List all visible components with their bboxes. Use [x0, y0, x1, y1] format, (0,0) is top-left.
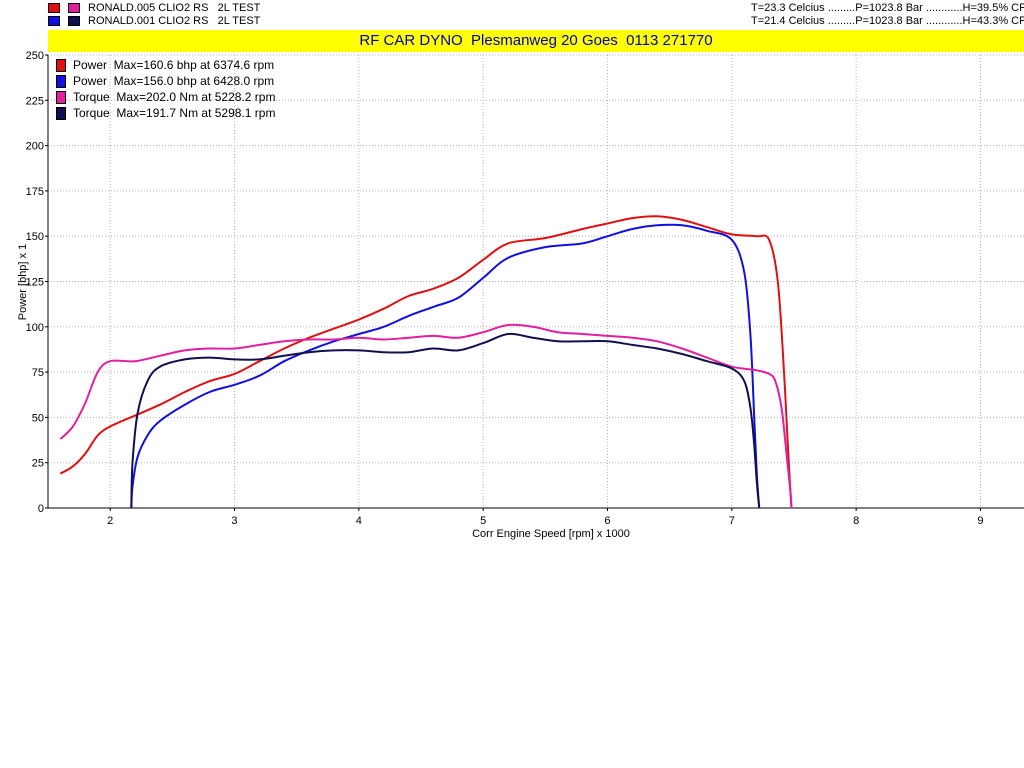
legend-swatch — [56, 75, 66, 88]
power-line-run-1 — [59, 215, 793, 509]
chart-title: RF CAR DYNO Plesmanweg 20 Goes 0113 2717… — [48, 30, 1024, 52]
legend-swatch — [56, 107, 66, 120]
x-tick-label: 4 — [356, 515, 362, 527]
y-tick-label: 250 — [26, 50, 44, 62]
y-tick-label: 175 — [26, 186, 44, 198]
x-tick-label: 2 — [107, 515, 113, 527]
y-tick-label: 75 — [32, 367, 44, 379]
power-line-run-2 — [130, 223, 761, 509]
run-row-2: RONALD.001 CLIO2 RS 2L TEST T=21.4 Celci… — [0, 14, 1024, 28]
run-1-conditions: T=23.3 Celcius .........P=1023.8 Bar ...… — [751, 2, 1024, 14]
y-tick-label: 100 — [26, 322, 44, 334]
run-row-1: RONALD.005 CLIO2 RS 2L TEST T=23.3 Celci… — [0, 1, 1024, 15]
y-tick-label: 50 — [32, 412, 44, 424]
run-2-conditions: T=21.4 Celcius .........P=1023.8 Bar ...… — [751, 15, 1024, 27]
y-tick-label: 0 — [38, 503, 44, 515]
run-2-power-swatch — [48, 16, 60, 26]
x-tick-label: 8 — [853, 515, 859, 527]
y-tick-label: 150 — [26, 231, 44, 243]
torque-line-run-1 — [59, 323, 793, 509]
x-axis-label: Corr Engine Speed [rpm] x 1000 — [472, 528, 630, 540]
run-1-torque-swatch — [68, 3, 80, 13]
legend-swatch — [56, 91, 66, 104]
run-2-label: RONALD.001 CLIO2 RS 2L TEST — [88, 15, 261, 27]
legend-swatch — [56, 59, 66, 72]
legend-label: Torque Max=202.0 Nm at 5228.2 rpm — [73, 90, 276, 104]
legend-label: Torque Max=191.7 Nm at 5298.1 rpm — [73, 106, 276, 120]
y-axis-label: Power [bhp] x 1 — [17, 244, 29, 320]
x-tick-label: 6 — [604, 515, 610, 527]
y-tick-label: 200 — [26, 141, 44, 153]
legend-label: Power Max=160.6 bhp at 6374.6 rpm — [73, 58, 275, 72]
y-tick-label: 225 — [26, 95, 44, 107]
x-tick-label: 9 — [977, 515, 983, 527]
y-tick-label: 25 — [32, 458, 44, 470]
x-tick-label: 3 — [231, 515, 237, 527]
run-1-power-swatch — [48, 3, 60, 13]
x-tick-label: 5 — [480, 515, 486, 527]
y-tick-label: 125 — [26, 277, 44, 289]
legend-label: Power Max=156.0 bhp at 6428.0 rpm — [73, 74, 275, 88]
torque-line-run-2 — [130, 332, 761, 509]
x-tick-label: 7 — [729, 515, 735, 527]
run-1-label: RONALD.005 CLIO2 RS 2L TEST — [88, 2, 261, 14]
run-2-torque-swatch — [68, 16, 80, 26]
